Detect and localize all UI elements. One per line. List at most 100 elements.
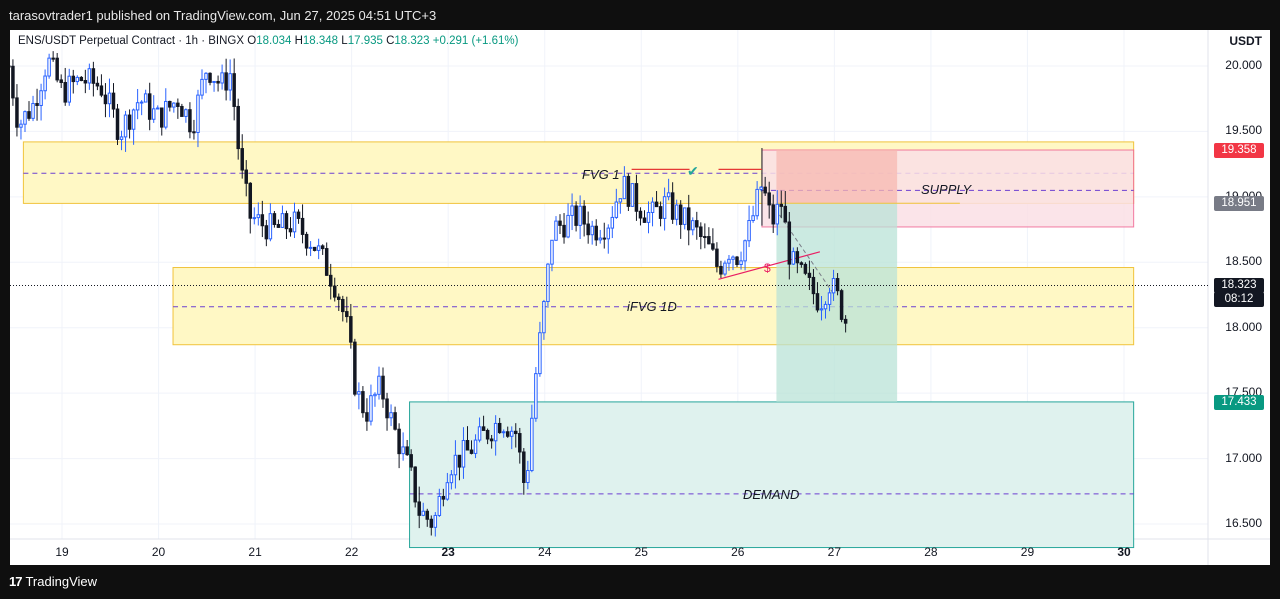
candle-body <box>711 243 715 250</box>
ifvg-label: iFVG 1D <box>627 299 677 314</box>
candle-body <box>176 102 180 107</box>
candle-body <box>184 109 188 117</box>
candle-body <box>23 111 27 125</box>
candle-body <box>630 183 635 207</box>
candle-body <box>522 451 526 483</box>
candle-body <box>546 263 550 303</box>
symbol-name[interactable]: ENS/USDT Perpetual Contract · 1h · BINGX <box>18 35 245 47</box>
candle-body <box>807 272 812 278</box>
candle-body <box>787 221 792 265</box>
candle-body <box>47 57 51 77</box>
candle-body <box>119 136 124 140</box>
candle-body <box>244 169 248 184</box>
candle-body <box>803 263 808 274</box>
candle-body <box>590 225 594 236</box>
candle-body <box>55 57 59 81</box>
y-tick-label: 16.500 <box>1225 516 1262 530</box>
candle-body <box>835 278 840 292</box>
candle-body <box>574 205 578 226</box>
candle-body <box>91 68 96 84</box>
candle-body <box>27 111 31 119</box>
candle-body <box>662 196 667 219</box>
check-icon: ✔ <box>687 163 699 179</box>
candle-body <box>691 220 695 231</box>
high-label: H <box>294 35 303 47</box>
x-tick-label: 20 <box>151 545 166 559</box>
candle-body <box>839 290 844 320</box>
liquidity-dollar-icon: $ <box>764 261 771 275</box>
supply-label: SUPPLY <box>921 182 972 197</box>
high-value: 18.348 <box>302 35 339 47</box>
candle-body <box>264 225 269 240</box>
candle-body <box>670 192 675 220</box>
fvg-label: FVG 1 <box>582 167 620 182</box>
chart-canvas[interactable] <box>10 30 1270 565</box>
candle-body <box>147 93 152 120</box>
candle-body <box>550 239 554 265</box>
candle-body <box>650 201 655 213</box>
candle-body <box>300 217 305 235</box>
candle-body <box>236 105 240 150</box>
open-value: 18.034 <box>256 35 292 47</box>
candle-body <box>316 245 321 251</box>
candle-body <box>530 417 534 472</box>
candle-body <box>260 214 265 227</box>
candle-body <box>799 262 804 265</box>
candle-body <box>232 73 236 107</box>
candle-body <box>602 237 607 240</box>
candle-body <box>638 210 643 219</box>
candle-body <box>151 108 156 120</box>
candle-body <box>743 240 747 262</box>
demand-label: DEMAND <box>743 487 800 502</box>
candle-body <box>771 204 775 225</box>
candle-body <box>489 438 494 442</box>
candle-body <box>409 454 413 468</box>
candle-body <box>465 440 470 451</box>
candle-body <box>518 433 522 453</box>
candle-body <box>139 101 144 104</box>
candle-body <box>224 72 228 91</box>
y-tick-label: 20.000 <box>1225 58 1262 72</box>
candle-body <box>204 72 208 80</box>
position-stop-zone <box>776 150 898 204</box>
currency-label: USDT <box>1229 34 1262 48</box>
candle-body <box>598 237 602 241</box>
tradingview-logo-text: TradingView <box>25 574 98 589</box>
candle-body <box>759 186 763 190</box>
candle-body <box>461 440 466 468</box>
candle-body <box>586 223 590 236</box>
candle-body <box>707 236 711 245</box>
candle-body <box>703 236 707 239</box>
candle-body <box>276 223 281 228</box>
price-tag-supply-mid: 18.951 <box>1214 196 1264 211</box>
candle-body <box>610 216 615 229</box>
y-tick-label: 17.000 <box>1225 450 1262 465</box>
candle-body <box>779 203 784 207</box>
candle-body <box>618 198 623 203</box>
candle-body <box>783 205 788 223</box>
candle-body <box>345 311 349 318</box>
candle-body <box>538 332 542 375</box>
candle-body <box>642 217 647 223</box>
candle-body <box>477 426 482 441</box>
candle-body <box>353 341 357 395</box>
candle-body <box>288 228 293 233</box>
candle-body <box>558 220 562 226</box>
candle-body <box>228 73 232 91</box>
candle-body <box>240 148 244 171</box>
chart-area[interactable]: ENS/USDT Perpetual Contract · 1h · BINGX… <box>10 30 1270 565</box>
candle-body <box>437 495 442 516</box>
x-tick-label: 22 <box>344 545 359 559</box>
candle-body <box>763 186 767 194</box>
tradingview-logo[interactable]: 17 TradingView <box>9 574 97 589</box>
candle-body <box>59 79 63 83</box>
footer-bar: 17 TradingView <box>0 565 1280 599</box>
candle-body <box>131 109 136 130</box>
candle-body <box>747 220 751 242</box>
candle-body <box>606 227 611 240</box>
x-tick-label: 27 <box>827 545 842 559</box>
candle-body <box>405 446 409 456</box>
price-tag-target: 17.433 <box>1214 395 1264 410</box>
candle-body <box>373 393 377 397</box>
candle-body <box>292 211 297 233</box>
